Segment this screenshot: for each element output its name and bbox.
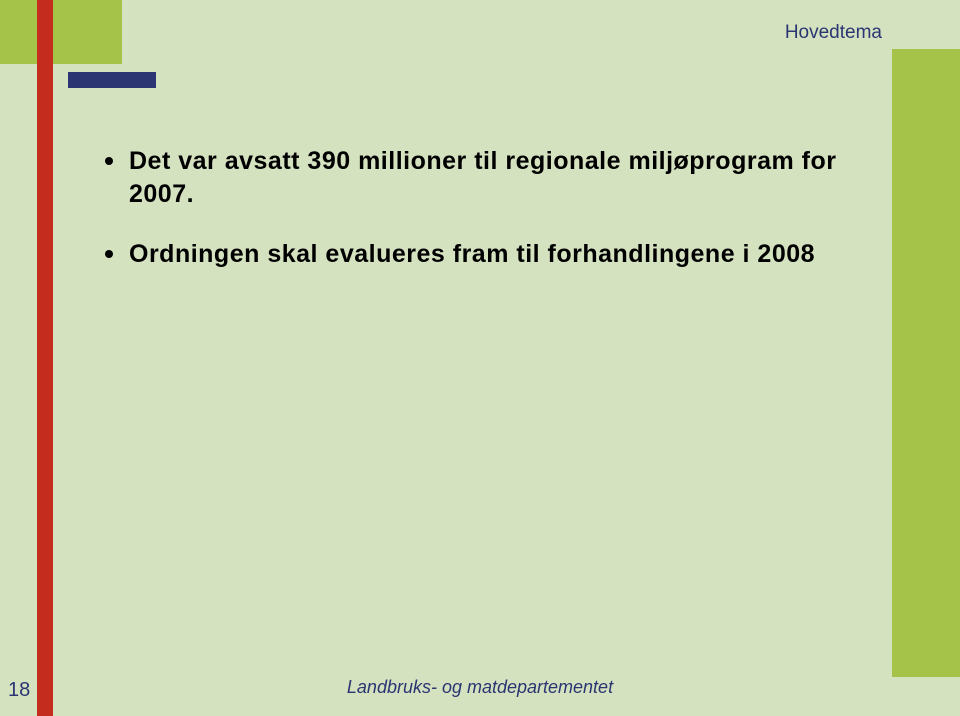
bullet-item: Det var avsatt 390 millioner til regiona… <box>105 145 860 210</box>
header-label: Hovedtema <box>785 22 882 44</box>
bullet-text: Det var avsatt 390 millioner til regiona… <box>129 145 860 210</box>
bullet-dot-icon <box>105 157 113 165</box>
page-number: 18 <box>8 679 30 702</box>
top-navy-bar <box>68 72 156 88</box>
bullet-item: Ordningen skal evalueres fram til forhan… <box>105 238 860 271</box>
top-green-block <box>0 0 122 64</box>
content-area: Det var avsatt 390 millioner til regiona… <box>105 145 860 299</box>
right-green-panel <box>892 49 960 677</box>
bullet-dot-icon <box>105 250 113 258</box>
footer-text: Landbruks- og matdepartementet <box>0 677 960 698</box>
slide: Hovedtema Det var avsatt 390 millioner t… <box>0 0 960 716</box>
left-red-stripe <box>37 0 53 716</box>
bullet-text: Ordningen skal evalueres fram til forhan… <box>129 238 815 271</box>
